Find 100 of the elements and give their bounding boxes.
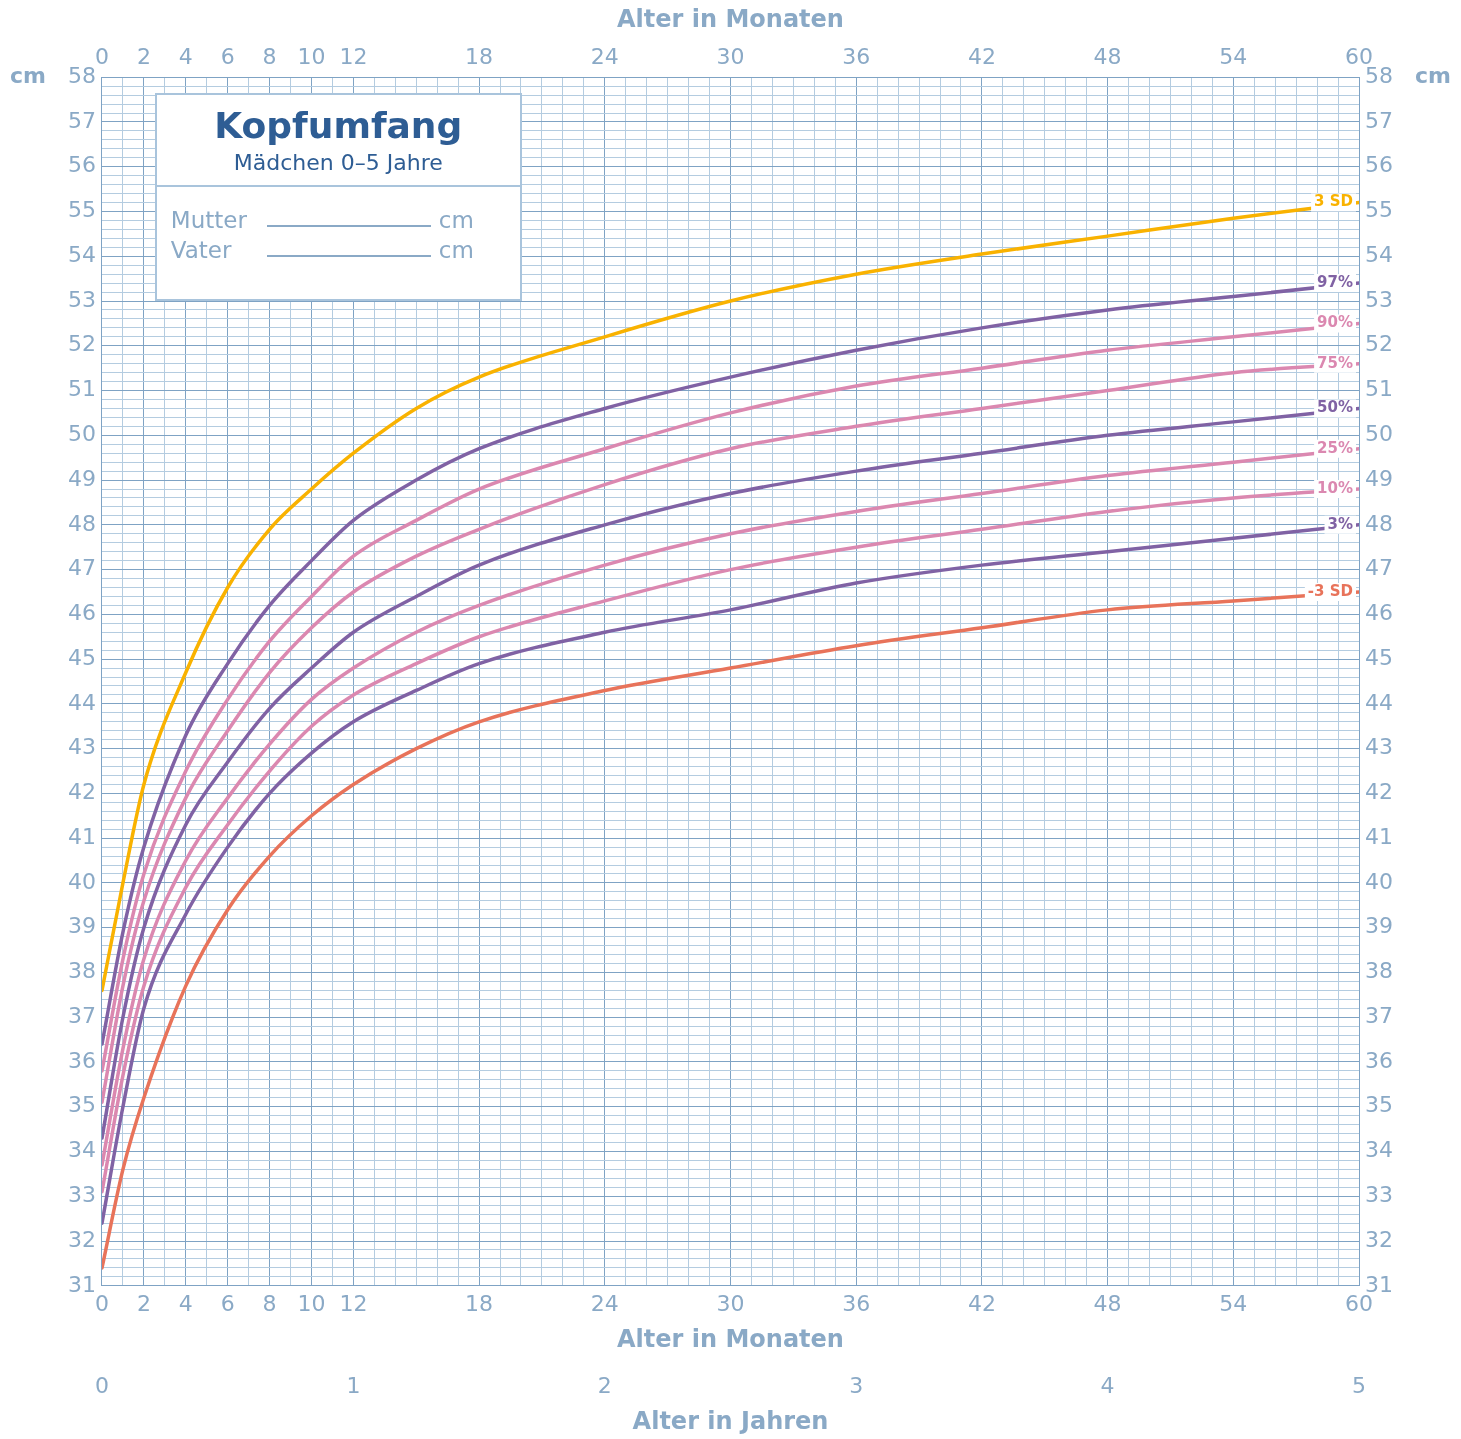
- y2-tick-label: 33: [1365, 1181, 1394, 1207]
- y-tick-label: 49: [67, 465, 96, 491]
- x-tick-label: 4: [178, 1290, 193, 1316]
- series-label: 97%: [1317, 273, 1354, 291]
- y-tick-label: 37: [67, 1002, 96, 1028]
- x-axis-title: Alter in Monaten: [617, 1324, 844, 1353]
- y-tick-label: 55: [67, 197, 96, 223]
- y2-tick-label: 53: [1365, 286, 1394, 312]
- x-tick-label: 0: [94, 1290, 109, 1316]
- y-tick-label: 51: [67, 376, 96, 402]
- series-label: 25%: [1317, 438, 1354, 457]
- y-tick-label: 57: [67, 107, 96, 133]
- x2-tick-label: 4: [178, 43, 193, 69]
- y-tick-label: 48: [67, 510, 96, 536]
- y2-tick-label: 41: [1365, 823, 1394, 849]
- y-tick-label: 47: [67, 555, 96, 581]
- y-tick-label: 36: [67, 1047, 96, 1073]
- x2-tick-label: 10: [297, 43, 326, 69]
- y2-tick-label: 49: [1365, 465, 1394, 491]
- text: Alter in Jahren: [632, 1407, 829, 1436]
- series-label: 3 SD: [1314, 192, 1354, 211]
- series-label: -3 SD: [1307, 581, 1354, 600]
- x-tick-label: 24: [590, 1290, 619, 1316]
- y-tick-label: 52: [67, 331, 96, 357]
- y2-tick-label: 52: [1365, 331, 1394, 357]
- series-label: 3%: [1327, 514, 1354, 533]
- series-label: 75%: [1317, 353, 1354, 372]
- series-label: 90%: [1317, 313, 1354, 332]
- y-tick-label: 39: [67, 913, 96, 939]
- y-tick-label: 42: [67, 779, 96, 805]
- x2-tick-label: 54: [1219, 43, 1248, 69]
- annotation: Mutter: [170, 206, 248, 233]
- x-tick-label: 8: [262, 1290, 277, 1316]
- y2-axis-title: cm: [1415, 62, 1451, 88]
- y-tick-label: 32: [67, 1226, 96, 1252]
- x-tick-label: 42: [967, 1290, 996, 1316]
- y2-tick-label: 56: [1365, 152, 1394, 178]
- y-tick-label: 40: [67, 868, 96, 894]
- y2-tick-label: 38: [1365, 958, 1394, 984]
- x2-tick-label: 36: [842, 43, 871, 69]
- y-tick-label: 43: [67, 734, 96, 760]
- x-tick-label: 12: [339, 1290, 368, 1316]
- chart-title: Kopfumfang: [214, 104, 463, 146]
- y-tick-label: 34: [67, 1137, 96, 1163]
- y-tick-label: 35: [67, 1092, 96, 1118]
- x-tick-label: 36: [842, 1290, 871, 1316]
- y-tick-label: 41: [67, 823, 96, 849]
- annotation: Vater: [170, 236, 233, 263]
- x2-tick-label: 42: [967, 43, 996, 69]
- y2-tick-label: 42: [1365, 779, 1394, 805]
- y2-tick-label: 34: [1365, 1137, 1394, 1163]
- text: Mädchen 0–5 Jahre: [233, 149, 443, 175]
- text: 2: [597, 1372, 612, 1398]
- x-tick-label: 48: [1093, 1290, 1122, 1316]
- annotation: cm: [438, 206, 474, 233]
- y-tick-label: 50: [67, 421, 96, 447]
- y2-tick-label: 36: [1365, 1047, 1394, 1073]
- series-label: 10%: [1317, 478, 1354, 497]
- text: 3: [849, 1372, 864, 1398]
- y-axis-title: cm: [10, 62, 46, 88]
- y2-tick-label: 54: [1365, 241, 1394, 267]
- y2-tick-label: 48: [1365, 510, 1394, 536]
- x2-tick-label: 0: [94, 43, 109, 69]
- y2-tick-label: 50: [1365, 421, 1394, 447]
- y2-tick-label: 43: [1365, 734, 1394, 760]
- x2-tick-label: 8: [262, 43, 277, 69]
- annotation: cm: [438, 236, 474, 263]
- y2-tick-label: 39: [1365, 913, 1394, 939]
- text: 1: [346, 1372, 361, 1398]
- x-tick-label: 2: [136, 1290, 151, 1316]
- y-tick-label: 46: [67, 600, 96, 626]
- y2-tick-label: 51: [1365, 376, 1394, 402]
- text: 4: [1100, 1372, 1115, 1398]
- x2-tick-label: 30: [716, 43, 745, 69]
- series-label: 50%: [1317, 398, 1354, 417]
- y2-tick-label: 40: [1365, 868, 1394, 894]
- y2-tick-label: 37: [1365, 1002, 1394, 1028]
- x2-tick-label: 18: [465, 43, 494, 69]
- y-tick-label: 45: [67, 644, 96, 670]
- x-tick-label: 18: [465, 1290, 494, 1316]
- y2-tick-label: 45: [1365, 644, 1394, 670]
- y-tick-label: 31: [67, 1271, 96, 1297]
- y-tick-label: 56: [67, 152, 96, 178]
- y2-tick-label: 55: [1365, 197, 1394, 223]
- y2-tick-label: 44: [1365, 689, 1394, 715]
- x2-tick-label: 48: [1093, 43, 1122, 69]
- x2-tick-label: 2: [136, 43, 151, 69]
- y2-tick-label: 35: [1365, 1092, 1394, 1118]
- x-tick-label: 30: [716, 1290, 745, 1316]
- text: 5: [1352, 1372, 1367, 1398]
- y-tick-label: 38: [67, 958, 96, 984]
- x-tick-label: 54: [1219, 1290, 1248, 1316]
- y2-tick-label: 57: [1365, 107, 1394, 133]
- x2-tick-label: 24: [590, 43, 619, 69]
- y2-tick-label: 47: [1365, 555, 1394, 581]
- y2-tick-label: 46: [1365, 600, 1394, 626]
- y-tick-label: 58: [67, 62, 96, 88]
- x2-tick-label: 6: [220, 43, 235, 69]
- x-tick-label: 10: [297, 1290, 326, 1316]
- x2-axis-title: Alter in Monaten: [617, 4, 844, 33]
